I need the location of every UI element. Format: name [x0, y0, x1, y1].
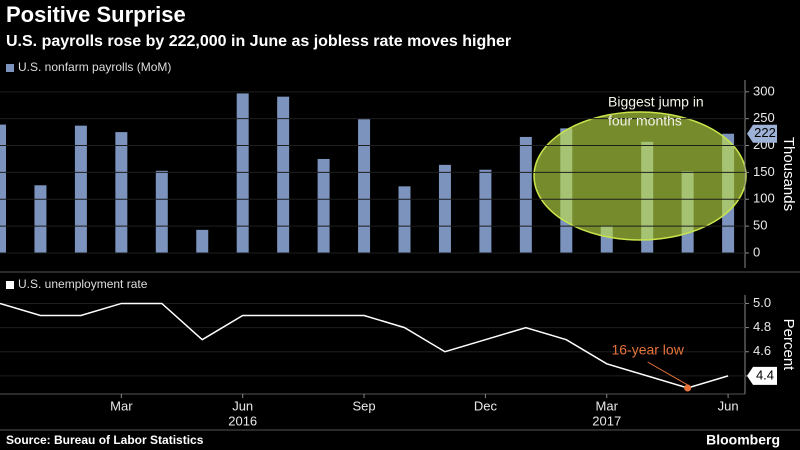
x-tick-label: Mar	[110, 398, 133, 413]
value-label: 4.4	[756, 367, 774, 382]
bar	[519, 136, 532, 253]
y-tick-label: 100	[753, 191, 775, 206]
x-tick-label: Mar	[596, 398, 619, 413]
y-tick-label: 150	[753, 164, 775, 179]
legend-swatch	[6, 281, 14, 289]
y-tick-label: 4.6	[753, 343, 771, 358]
bar	[34, 185, 47, 253]
value-label-box	[747, 124, 777, 143]
annotation-leader	[647, 361, 688, 386]
value-label: 222	[754, 125, 776, 140]
bar	[277, 96, 290, 253]
chart-title: Positive Surprise	[6, 2, 186, 27]
brand: Bloomberg	[706, 432, 780, 448]
x-tick-label: Dec	[474, 398, 498, 413]
y-axis-label: Percent	[780, 319, 797, 372]
bar	[196, 229, 209, 253]
bar	[479, 169, 492, 253]
value-label-box	[747, 366, 777, 385]
annotation: 16-year low	[611, 342, 684, 358]
bar	[155, 170, 168, 253]
legend-swatch	[6, 64, 14, 72]
highlight-ellipse	[533, 111, 747, 241]
line	[0, 302, 729, 389]
bar	[317, 158, 330, 253]
bar	[74, 125, 87, 253]
bar	[398, 186, 411, 253]
x-tick-label: Sep	[352, 398, 375, 413]
annotation: four months	[608, 113, 682, 129]
year-label: 2016	[228, 413, 257, 428]
y-tick-label: 50	[753, 218, 767, 233]
y-axis-label: Thousands	[780, 137, 797, 211]
source: Source: Bureau of Labor Statistics	[6, 433, 204, 447]
y-tick-label: 0	[753, 244, 760, 259]
low-marker	[684, 384, 692, 392]
bar	[236, 93, 249, 253]
chart-subtitle: U.S. payrolls rose by 222,000 in June as…	[6, 33, 511, 50]
year-label: 2017	[592, 413, 621, 428]
y-tick-label: 250	[753, 110, 775, 125]
legend-label: U.S. nonfarm payrolls (MoM)	[18, 60, 171, 74]
y-tick-label: 300	[753, 83, 775, 98]
bar	[0, 124, 6, 253]
annotation: Biggest jump in	[608, 94, 704, 110]
bar	[438, 164, 451, 253]
bar	[115, 132, 128, 253]
y-tick-label: 5.0	[753, 295, 771, 310]
bar	[358, 119, 371, 253]
x-tick-label: Jun	[232, 398, 253, 413]
x-tick-label: Jun	[718, 398, 739, 413]
y-tick-label: 4.8	[753, 319, 771, 334]
legend-label: U.S. unemployment rate	[18, 277, 148, 291]
